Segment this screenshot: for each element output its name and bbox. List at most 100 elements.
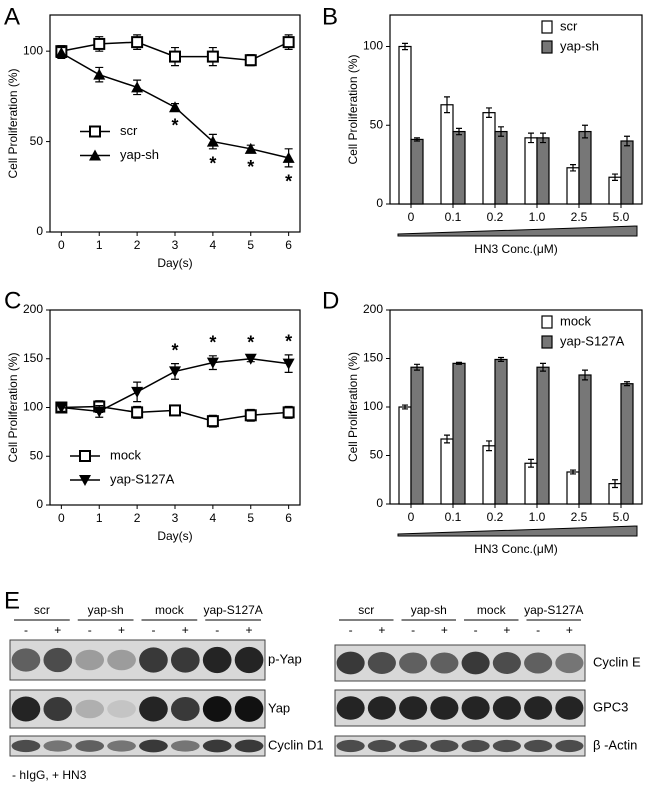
bar (536, 137, 550, 205)
error-bar (582, 369, 588, 381)
marker (79, 450, 91, 462)
error-bar (414, 137, 420, 142)
legend-swatch (541, 40, 553, 54)
concentration-wedge (397, 225, 638, 237)
x-tick-label: 5.0 (613, 210, 630, 224)
error-bar (402, 42, 408, 51)
error-bar (444, 96, 450, 114)
marker (131, 406, 144, 419)
blot-band (43, 696, 73, 722)
y-tick-label: 100 (23, 43, 43, 57)
blot-band (399, 739, 428, 753)
y-tick-label: 50 (370, 448, 384, 462)
blot-strip (334, 735, 586, 757)
marker (89, 149, 101, 161)
bar (452, 130, 466, 205)
marker (93, 68, 106, 80)
error-bar (414, 363, 420, 371)
footnote: - hIgG, + HN3 (12, 768, 87, 782)
x-axis-label: Day(s) (157, 529, 192, 543)
x-tick-label: 2.5 (571, 210, 588, 224)
blot-band (336, 739, 365, 753)
bar (410, 138, 424, 205)
marker (282, 36, 295, 49)
x-tick-label: 2 (134, 238, 141, 252)
x-tick-label: 2 (134, 511, 141, 525)
blot-band (234, 739, 264, 753)
x-tick-label: 3 (172, 238, 179, 252)
blot-band (234, 696, 264, 722)
marker (206, 135, 219, 147)
legend-label: mock (110, 447, 142, 462)
blot-band (107, 649, 136, 671)
treatment-sign: + (182, 623, 189, 637)
blot-band (11, 648, 41, 672)
panel-letter: A (4, 3, 20, 30)
treatment-sign: - (411, 623, 415, 637)
marker (131, 36, 144, 49)
significance-mark: * (285, 172, 292, 192)
panel-letter: E (4, 587, 20, 614)
error-bar (624, 135, 630, 147)
blot-band (202, 646, 232, 674)
blot-band (524, 696, 553, 720)
row-label: GPC3 (593, 699, 628, 714)
marker (169, 404, 181, 417)
blot-band (524, 652, 553, 674)
blot-band (336, 696, 365, 720)
bar (482, 112, 496, 205)
bar (440, 438, 454, 505)
y-tick-label: 200 (23, 302, 43, 316)
marker (131, 386, 144, 398)
significance-mark: * (285, 332, 292, 352)
error-bar (486, 107, 492, 118)
bar (410, 366, 424, 505)
bar (440, 104, 454, 205)
bar (494, 358, 508, 505)
x-tick-label: 6 (285, 238, 292, 252)
blot-band (430, 652, 459, 674)
treatment-sign: + (566, 623, 573, 637)
y-tick-label: 0 (36, 224, 43, 238)
x-tick-label: 1 (96, 238, 103, 252)
y-tick-label: 50 (30, 448, 44, 462)
blot-band (524, 739, 553, 753)
error-bar (540, 362, 546, 372)
error-bar (456, 127, 462, 136)
legend-swatch (541, 315, 553, 329)
marker (282, 406, 295, 419)
blot-band (139, 696, 168, 722)
bar (620, 383, 634, 505)
panel-letter: C (4, 287, 21, 314)
error-bar (402, 404, 408, 410)
blot-band (555, 739, 584, 753)
panel-letter: B (322, 3, 338, 30)
group-label: yap-S127A (524, 603, 583, 617)
x-axis-label: HN3 Conc.(μM) (474, 542, 558, 556)
row-label: p-Yap (268, 651, 302, 666)
significance-mark: * (209, 154, 216, 174)
treatment-sign: - (151, 623, 155, 637)
blot-band (170, 740, 200, 752)
y-tick-label: 100 (363, 399, 383, 413)
marker (206, 50, 219, 63)
error-bar (456, 361, 462, 365)
blot-band (461, 696, 490, 720)
treatment-sign: + (246, 623, 253, 637)
blot-band (11, 696, 41, 722)
error-bar (540, 132, 546, 144)
blot-band (555, 696, 584, 720)
bar (524, 137, 538, 205)
x-tick-label: 5 (247, 238, 254, 252)
blot-band (399, 652, 428, 674)
blot-band (492, 652, 521, 674)
blot-band (139, 647, 168, 673)
plot-frame (389, 14, 643, 205)
y-axis-label: Cell Proliferation (%) (346, 54, 360, 164)
blot-strip (9, 735, 266, 757)
x-tick-label: 0.1 (445, 210, 462, 224)
significance-mark: * (209, 333, 216, 353)
marker (89, 125, 101, 138)
y-tick-label: 200 (363, 302, 383, 316)
